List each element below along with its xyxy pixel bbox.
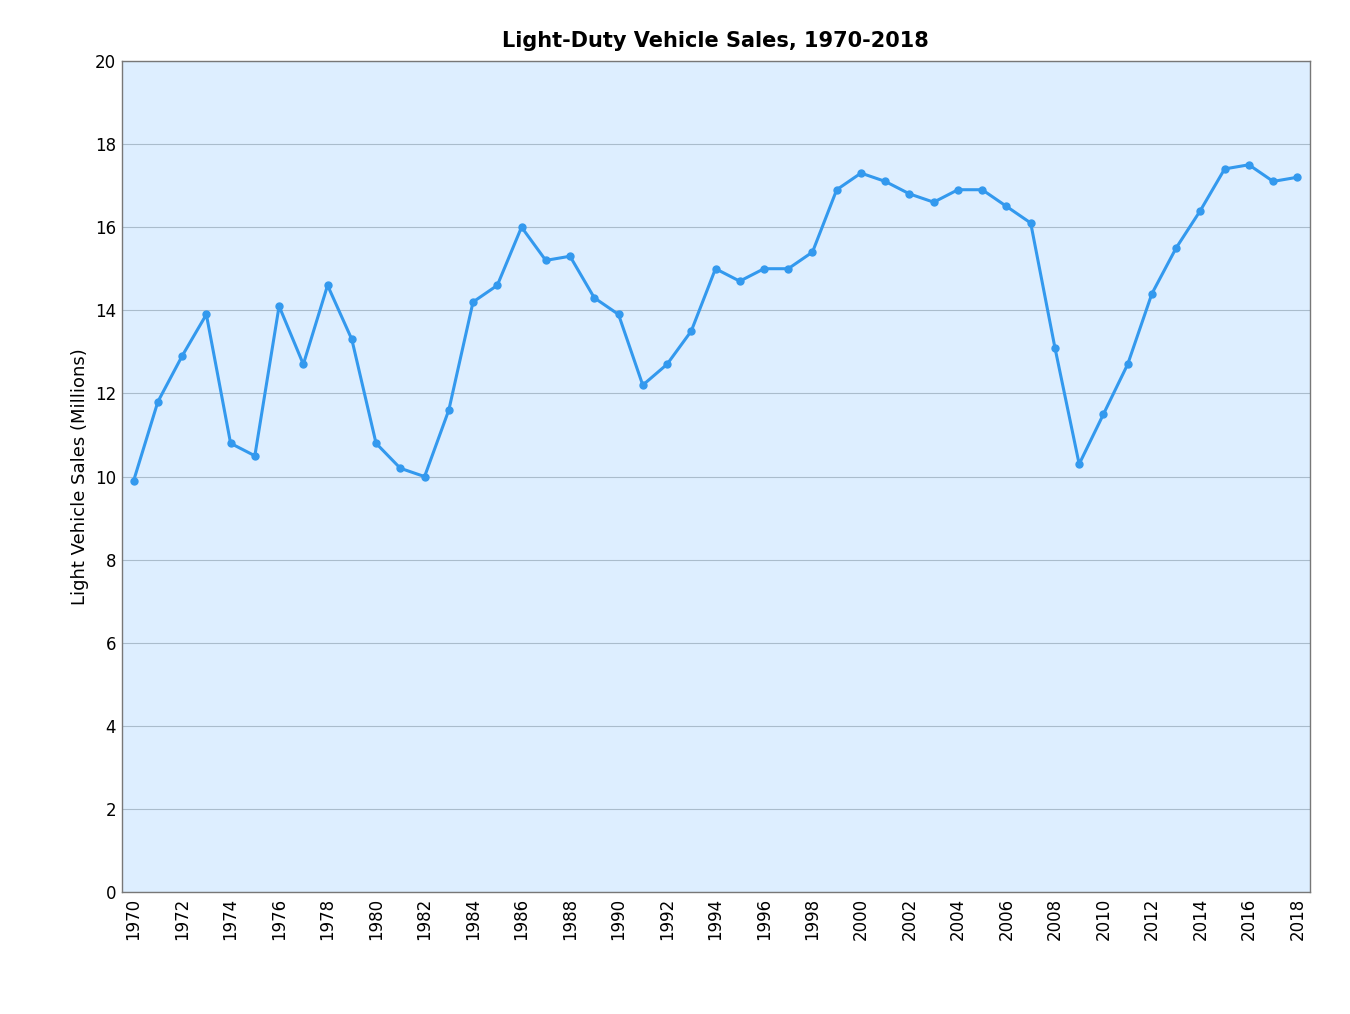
Title: Light-Duty Vehicle Sales, 1970-2018: Light-Duty Vehicle Sales, 1970-2018: [502, 31, 929, 51]
Y-axis label: Light Vehicle Sales (Millions): Light Vehicle Sales (Millions): [72, 348, 89, 605]
